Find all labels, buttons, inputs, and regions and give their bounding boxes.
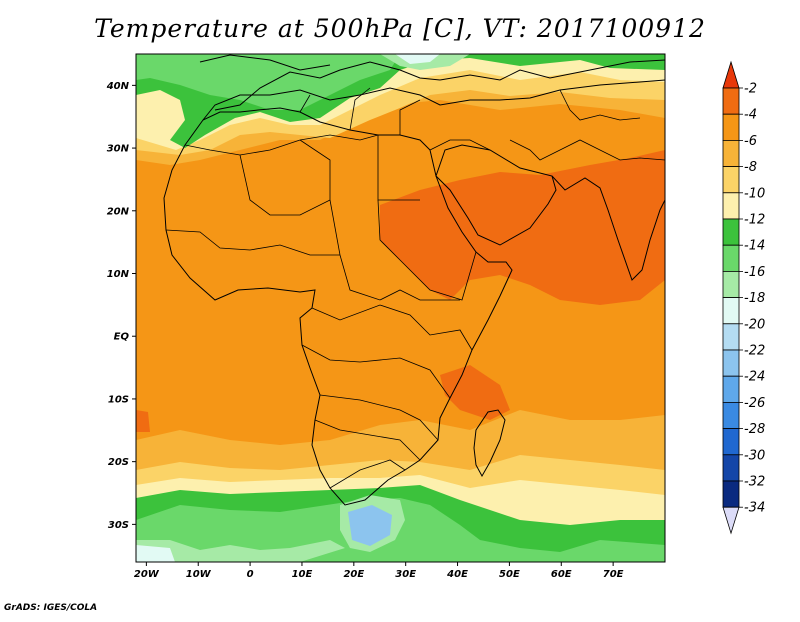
colorbar-label: -16 <box>744 265 765 280</box>
colorbar-swatch <box>722 323 740 351</box>
colorbar-swatch <box>722 480 740 508</box>
colorbar-swatch <box>722 297 740 325</box>
colorbar-label: -34 <box>744 501 765 516</box>
colorbar-label: -24 <box>744 370 765 385</box>
x-axis: 20W 10W 0 10E 20E 30E 40E 50E 60E 70E <box>134 562 624 580</box>
y-axis: 40N 30N 20N 10N EQ 10S 20S 30S <box>106 81 136 531</box>
colorbar-swatch <box>722 428 740 456</box>
colorbar-swatch <box>722 270 740 298</box>
chart-title: Temperature at 500hPa [C], VT: 201710091… <box>94 14 706 43</box>
y-tick-label: EQ <box>114 332 130 343</box>
x-tick-label: 60E <box>551 569 572 580</box>
colorbar-swatch <box>722 218 740 246</box>
grads-credit: GrADS: IGES/COLA <box>4 603 98 613</box>
y-tick-label: 10N <box>107 269 130 280</box>
x-tick-label: 70E <box>603 569 624 580</box>
x-tick-label: 40E <box>446 569 468 580</box>
colorbar-label: -26 <box>744 396 765 411</box>
colorbar-swatch <box>722 192 740 220</box>
colorbar-swatch <box>722 166 740 194</box>
x-tick-label: 10E <box>292 569 313 580</box>
y-tick-label: 30N <box>107 144 130 155</box>
colorbar-label: -28 <box>744 422 765 437</box>
colorbar-label: -8 <box>744 160 757 175</box>
y-tick-label: 20S <box>108 457 129 468</box>
temperature-field <box>136 54 665 562</box>
colorbar-swatch <box>722 401 740 429</box>
colorbar-bottom-arrow <box>722 506 740 535</box>
y-tick-label: 10S <box>108 394 129 405</box>
colorbar-label: -18 <box>744 291 765 306</box>
colorbar-label: -2 <box>744 82 757 97</box>
plot-frame <box>135 53 666 563</box>
y-tick-label: 20N <box>107 206 130 217</box>
x-tick-label: 50E <box>499 569 520 580</box>
colorbar-swatch <box>722 113 740 141</box>
colorbar-label: -30 <box>744 448 765 463</box>
x-tick-label: 20E <box>343 569 364 580</box>
colorbar-label: -20 <box>744 317 765 332</box>
colorbar-label: -32 <box>744 475 765 490</box>
x-tick-label: 30E <box>395 569 416 580</box>
x-tick-label: 0 <box>247 569 254 580</box>
colorbar-label: -6 <box>744 134 757 149</box>
colorbar-swatch <box>722 244 740 272</box>
colorbar-swatch <box>722 87 740 115</box>
x-tick-label: 20W <box>134 569 160 580</box>
colorbar-swatch <box>722 454 740 482</box>
colorbar-swatch <box>722 349 740 377</box>
colorbar-label: -22 <box>744 344 765 359</box>
colorbar-swatch <box>722 139 740 167</box>
colorbar-legend: -2 -4 -6 -8 -10 -12 -14 -16 -18 -20 -22 -24 -26 -28 -3… <box>722 60 765 535</box>
colorbar-label: -12 <box>744 213 765 228</box>
y-tick-label: 30S <box>108 520 129 531</box>
colorbar-label: -14 <box>744 239 765 254</box>
colorbar-label: -10 <box>744 186 765 201</box>
y-tick-label: 40N <box>106 81 130 92</box>
colorbar-label: -4 <box>744 108 757 123</box>
x-tick-label: 10W <box>186 569 212 580</box>
colorbar-top-arrow <box>722 60 740 89</box>
colorbar-swatch <box>722 375 740 403</box>
